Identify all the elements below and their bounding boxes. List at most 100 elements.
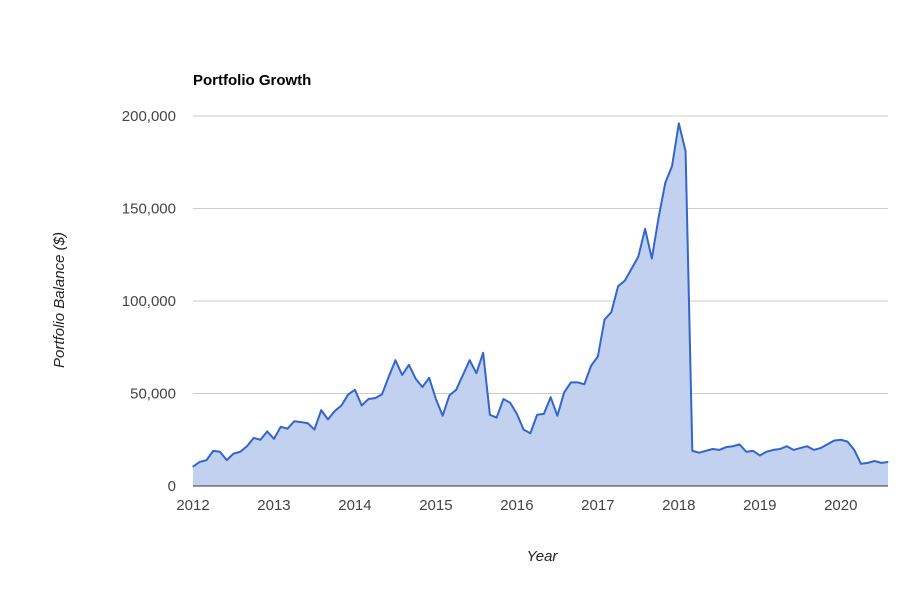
data-point xyxy=(408,364,410,366)
data-point xyxy=(698,452,700,454)
data-point xyxy=(873,460,876,462)
data-point xyxy=(273,438,275,440)
data-point xyxy=(469,359,471,361)
data-point xyxy=(826,443,828,445)
data-point xyxy=(205,459,208,461)
data-point xyxy=(307,422,309,424)
data-point xyxy=(887,461,889,463)
data-point xyxy=(327,418,329,420)
y-tick-label: 50,000 xyxy=(130,386,176,403)
x-tick-label: 2013 xyxy=(257,497,290,514)
data-point xyxy=(199,461,201,463)
data-point xyxy=(779,448,781,450)
series-line xyxy=(192,122,889,468)
data-point xyxy=(401,374,403,376)
y-axis-title: Portfolio Balance ($) xyxy=(51,232,68,368)
x-tick-label: 2018 xyxy=(662,497,695,514)
data-point xyxy=(394,359,397,361)
y-tick-label: 150,000 xyxy=(122,201,176,218)
data-point xyxy=(610,311,612,313)
data-point xyxy=(374,397,376,399)
data-point xyxy=(630,268,633,270)
data-point xyxy=(867,462,869,464)
data-point xyxy=(840,439,842,441)
data-point xyxy=(860,463,862,465)
y-tick-label: 100,000 xyxy=(122,293,176,310)
data-point xyxy=(219,451,221,453)
data-point xyxy=(597,355,599,358)
data-point xyxy=(624,280,626,282)
data-point xyxy=(482,352,484,354)
data-point xyxy=(570,381,572,383)
data-point xyxy=(320,409,322,411)
data-point xyxy=(577,381,579,383)
data-point xyxy=(772,449,774,451)
x-axis-ticks: 2012 2013 2014 2015 2016 2017 2018 2019 2020 xyxy=(176,497,857,514)
data-point xyxy=(880,462,882,464)
data-point xyxy=(475,372,477,374)
data-point xyxy=(421,386,424,388)
data-point xyxy=(678,122,680,124)
data-point xyxy=(509,402,511,404)
data-point xyxy=(496,416,498,419)
data-point xyxy=(846,441,849,443)
data-point xyxy=(604,318,606,321)
x-tick-label: 2020 xyxy=(824,497,857,514)
data-point xyxy=(752,450,754,452)
data-point xyxy=(448,394,451,396)
x-tick-label: 2017 xyxy=(581,497,614,514)
data-point xyxy=(684,150,687,152)
y-tick-label: 0 xyxy=(168,478,176,495)
data-point xyxy=(226,459,228,461)
data-point xyxy=(354,389,356,391)
data-point xyxy=(664,182,666,184)
data-point xyxy=(833,440,835,442)
data-point xyxy=(705,450,707,452)
data-point xyxy=(657,217,660,219)
data-point xyxy=(246,445,248,447)
data-point xyxy=(725,446,727,448)
x-tick-label: 2012 xyxy=(176,497,209,514)
x-tick-label: 2015 xyxy=(419,497,452,514)
data-point xyxy=(286,428,289,430)
data-point xyxy=(232,453,235,455)
data-point xyxy=(745,451,747,453)
data-point xyxy=(435,398,437,400)
x-axis-title: Year xyxy=(527,548,559,565)
data-point xyxy=(428,377,430,379)
data-point xyxy=(300,421,302,423)
data-point xyxy=(711,448,714,450)
data-point xyxy=(415,378,417,380)
data-point xyxy=(442,415,444,417)
data-point xyxy=(516,413,518,415)
data-point xyxy=(853,449,855,451)
chart-title: Portfolio Growth xyxy=(193,72,311,89)
data-point xyxy=(334,410,336,412)
data-point xyxy=(367,398,370,400)
data-point xyxy=(590,365,592,367)
data-point xyxy=(813,449,815,451)
data-point xyxy=(617,285,619,287)
data-point xyxy=(502,398,504,400)
data-point xyxy=(543,413,545,415)
data-point xyxy=(212,450,214,452)
data-point xyxy=(799,447,801,449)
data-point xyxy=(637,256,639,258)
data-point xyxy=(671,165,673,167)
data-point xyxy=(786,445,788,447)
data-point xyxy=(556,415,558,417)
x-tick-label: 2016 xyxy=(500,497,533,514)
data-point xyxy=(192,465,194,468)
data-point xyxy=(388,376,390,378)
data-point xyxy=(718,449,720,451)
plot-area xyxy=(192,122,889,487)
data-point xyxy=(563,391,565,394)
data-point xyxy=(819,447,822,449)
data-point xyxy=(266,430,268,433)
data-point xyxy=(313,428,316,431)
data-point xyxy=(644,228,646,230)
data-point xyxy=(455,389,457,391)
data-point xyxy=(536,414,538,416)
data-point xyxy=(253,437,255,439)
